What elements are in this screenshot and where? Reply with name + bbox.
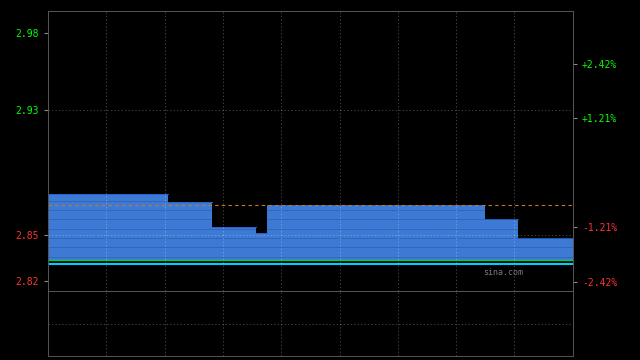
Bar: [48, 194, 168, 261]
Bar: [518, 238, 573, 261]
Bar: [256, 233, 267, 261]
Text: sina.com: sina.com: [484, 269, 524, 278]
Bar: [212, 227, 256, 261]
Bar: [267, 205, 420, 261]
Bar: [168, 202, 212, 261]
Bar: [485, 219, 518, 261]
Bar: [420, 205, 485, 261]
